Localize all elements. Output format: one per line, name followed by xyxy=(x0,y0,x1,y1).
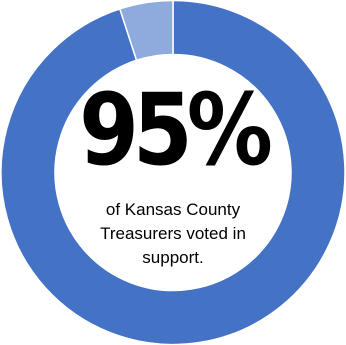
caption-line-1: of Kansas County xyxy=(105,200,241,219)
big-percentage: 95% xyxy=(79,73,273,189)
center-label: 95% of Kansas County Treasurers voted in… xyxy=(73,73,273,270)
caption: of Kansas County Treasurers voted in sup… xyxy=(73,198,273,270)
caption-line-3: support. xyxy=(142,248,204,267)
caption-line-2: Treasurers voted in xyxy=(100,224,246,243)
donut-slice-2 xyxy=(118,0,174,62)
